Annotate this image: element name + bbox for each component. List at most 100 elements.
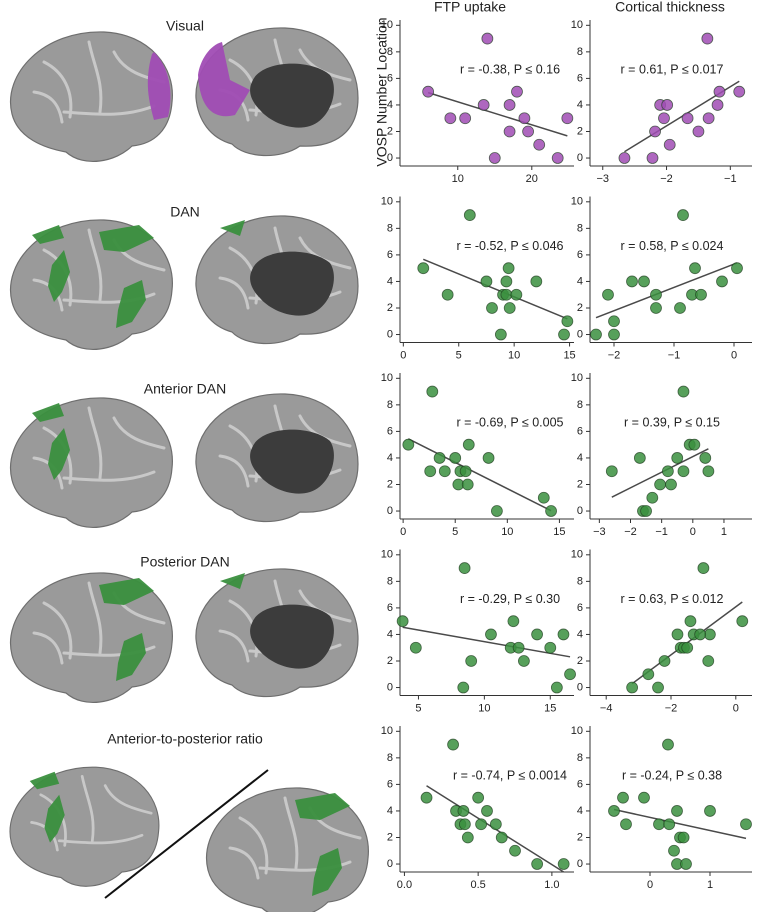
point (462, 438, 475, 451)
y-tick-label: 4 (577, 99, 583, 111)
scatter-panel: 0 2 4 6 8 10 10 20 r = -0.38, P ≤ 0.16 (381, 19, 574, 185)
region-patch (220, 573, 245, 589)
region-patch (198, 42, 250, 117)
point (481, 805, 493, 817)
annotation: r = -0.24, P ≤ 0.38 (622, 768, 722, 782)
point (618, 152, 631, 164)
x-tick-label: 10 (501, 526, 513, 538)
point (489, 818, 502, 831)
y-tick-label: 0 (577, 328, 583, 340)
sulcus (218, 629, 250, 663)
point (642, 668, 655, 681)
point (650, 302, 662, 314)
point (561, 315, 574, 328)
brain (10, 572, 173, 703)
sulcus (238, 816, 269, 875)
y-tick-label: 8 (387, 222, 393, 234)
sulcus (87, 40, 103, 114)
x-tick-label: 5 (452, 526, 458, 538)
annotation: r = -0.52, P ≤ 0.046 (456, 239, 563, 253)
region-patch (99, 225, 154, 252)
y-tick-label: 10 (381, 372, 393, 384)
y-tick-label: 0 (387, 505, 393, 517)
y-tick-label: 4 (387, 628, 393, 640)
y-tick-label: 8 (387, 575, 393, 587)
point (602, 288, 614, 301)
scatter-panel: 0 2 4 6 8 10 0 1 r = -0.24, P ≤ 0.38 (571, 725, 752, 891)
point (449, 452, 462, 464)
x-tick-label: 0.0 (397, 879, 412, 891)
point (511, 85, 523, 98)
row-title: Anterior-to-posterior ratio (107, 731, 263, 747)
y-tick-label: 2 (387, 478, 393, 490)
x-tick-label: −1 (668, 349, 681, 361)
point (459, 112, 472, 125)
y-tick-label: 10 (571, 372, 583, 384)
brain (195, 215, 359, 345)
x-tick-label: 10 (508, 349, 520, 361)
y-tick-label: 10 (381, 725, 393, 737)
y-tick-label: 4 (387, 805, 393, 817)
y-tick-label: 6 (387, 778, 393, 790)
sulcus (218, 276, 250, 310)
y-tick-label: 4 (387, 275, 393, 287)
x-tick-label: 0 (733, 702, 739, 714)
x-tick-label: 5 (415, 702, 421, 714)
point (420, 791, 433, 804)
point (461, 831, 474, 844)
point (544, 641, 557, 654)
region-patch (44, 794, 65, 843)
x-tick-label: −1 (724, 173, 737, 185)
point (457, 681, 470, 694)
y-tick-label: 6 (387, 72, 393, 84)
point (658, 655, 671, 667)
point (680, 858, 692, 870)
region-patch (99, 578, 154, 605)
point (545, 505, 557, 517)
point (488, 152, 501, 164)
sulcus (112, 416, 166, 450)
y-tick-label: 2 (387, 831, 393, 843)
point (699, 452, 712, 464)
y-tick-label: 0 (577, 858, 583, 870)
y-tick-label: 2 (577, 831, 583, 843)
medial-wall (250, 429, 334, 494)
row-title: Anterior DAN (144, 381, 226, 397)
point (704, 805, 716, 817)
y-tick-label: 10 (381, 196, 393, 208)
point (422, 85, 435, 98)
point (558, 328, 570, 341)
y-tick-label: 0 (577, 152, 583, 164)
x-tick-label: 1.0 (544, 879, 559, 891)
annotation: r = 0.39, P ≤ 0.15 (624, 415, 720, 429)
y-tick-label: 4 (387, 99, 393, 111)
y-tick-label: 10 (381, 549, 393, 561)
y-tick-label: 2 (387, 125, 393, 137)
y-tick-label: 6 (577, 602, 583, 614)
point (697, 562, 710, 574)
annotation: r = -0.74, P ≤ 0.0014 (453, 768, 567, 782)
region-patch (29, 771, 60, 790)
point (661, 99, 674, 111)
point (665, 478, 677, 491)
point (512, 641, 525, 654)
sulcus (283, 796, 299, 870)
point (531, 858, 544, 870)
y-tick-label: 8 (387, 46, 393, 58)
point (500, 275, 513, 288)
y-tick-label: 2 (577, 302, 583, 314)
x-tick-label: −2 (624, 526, 637, 538)
point (503, 302, 516, 314)
y-tick-label: 10 (571, 725, 583, 737)
brain-surface (10, 31, 173, 162)
region-patch (116, 280, 146, 328)
x-tick-label: −2 (608, 349, 621, 361)
point (740, 818, 752, 831)
y-tick-label: 2 (577, 655, 583, 667)
point (557, 858, 570, 870)
sulcus (87, 228, 103, 302)
point (654, 478, 666, 491)
sulcus (228, 424, 259, 483)
y-tick-label: 6 (577, 249, 583, 261)
y-tick-label: 6 (387, 425, 393, 437)
